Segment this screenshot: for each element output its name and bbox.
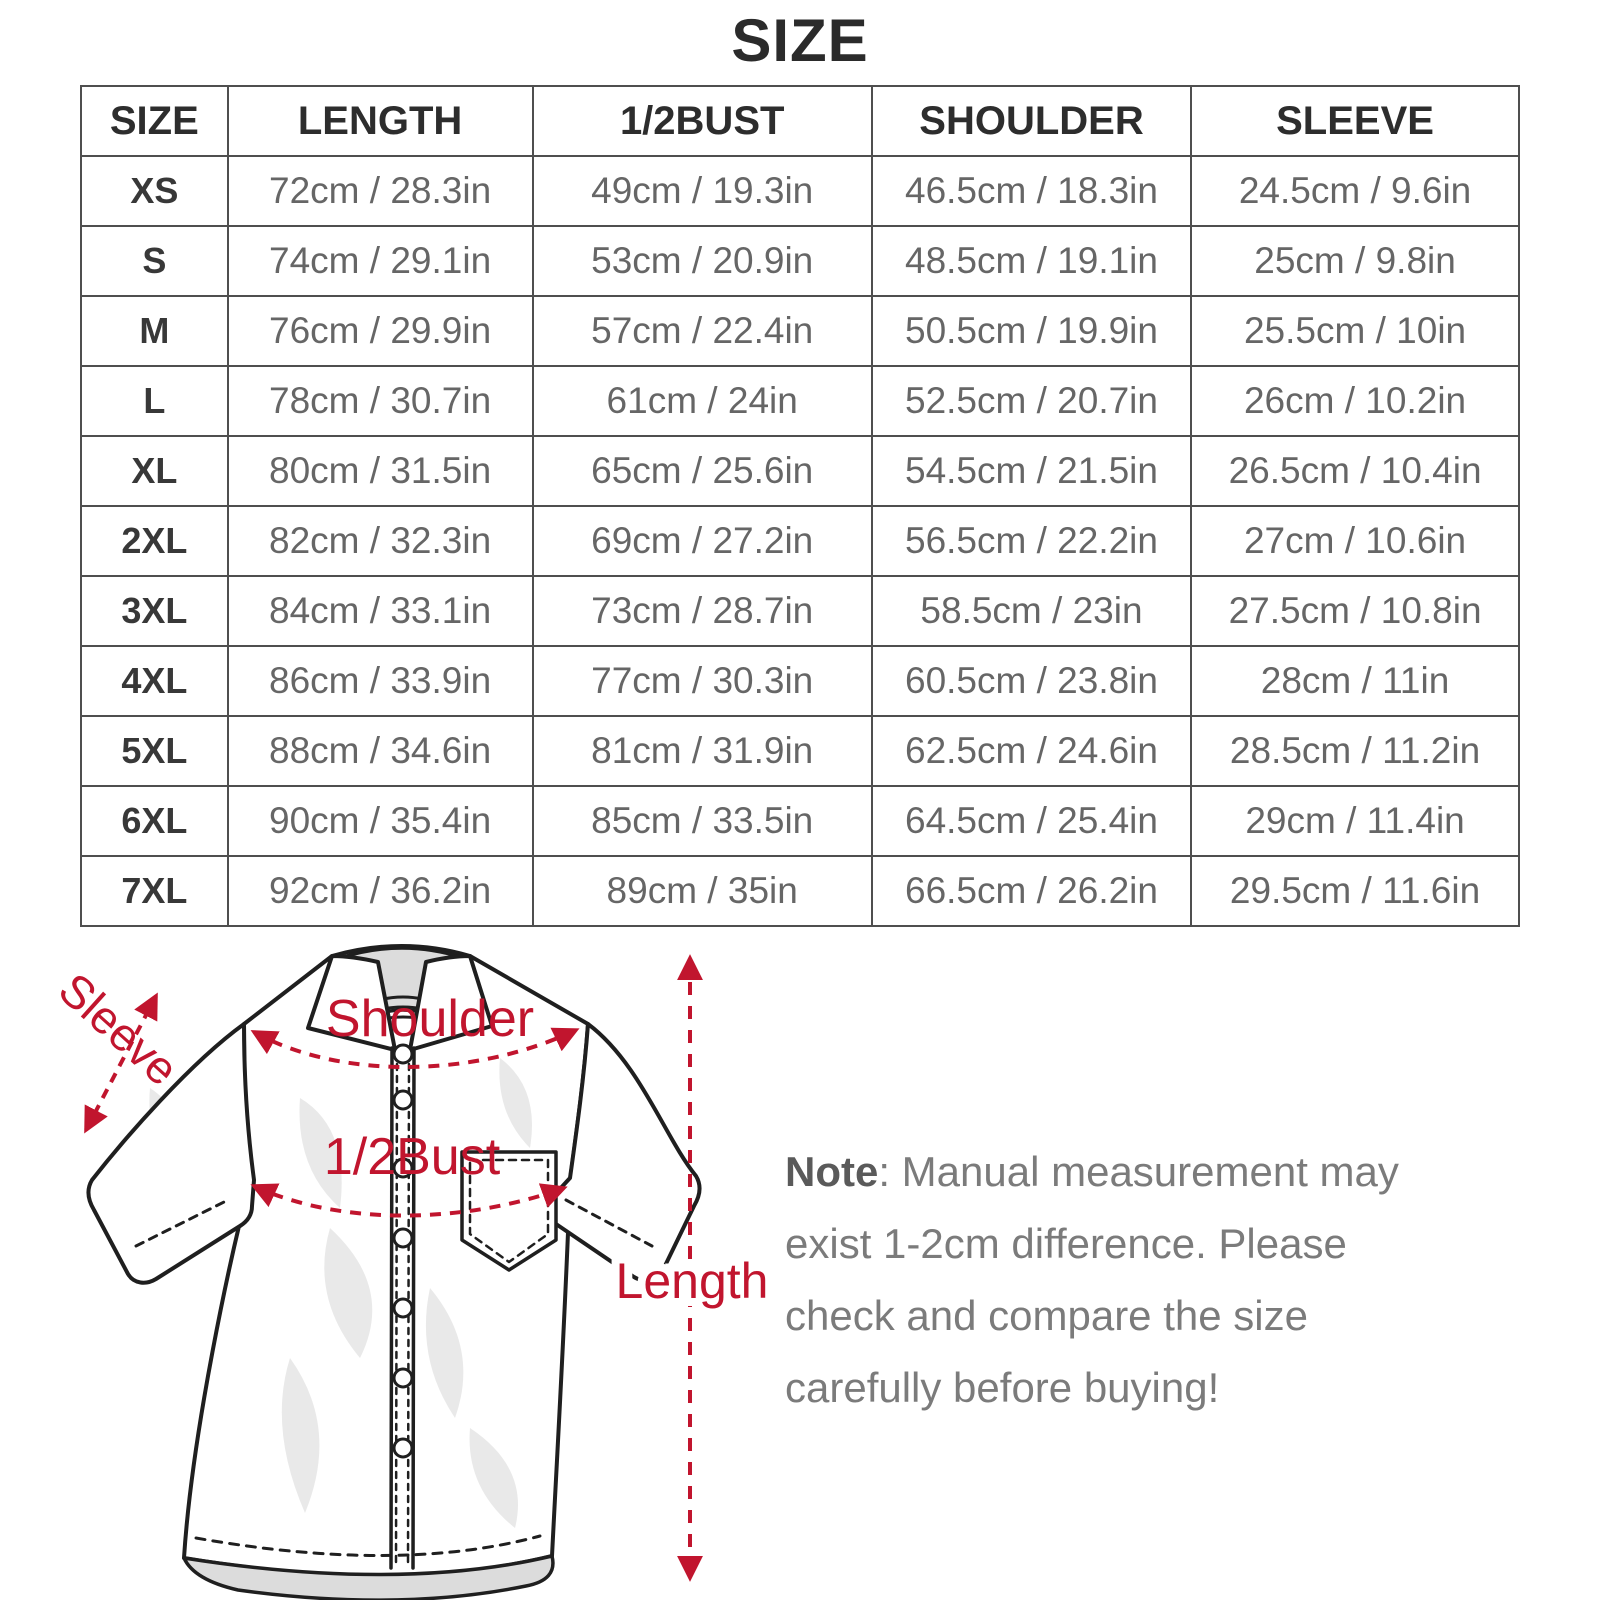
size-chart-table: SIZE LENGTH 1/2BUST SHOULDER SLEEVE XS 7… [80,85,1520,927]
length-label: Length [616,1253,769,1309]
cell-size: S [80,225,229,297]
header-sleeve: SLEEVE [1190,85,1520,157]
note-line: exist 1-2cm difference. Please [785,1220,1347,1267]
shirt-illustration [86,944,702,1600]
cell-shoulder: 58.5cm / 23in [870,575,1193,647]
cell-sleeve: 28.5cm / 11.2in [1190,715,1520,787]
table-row: 5XL 88cm / 34.6in 81cm / 31.9in 62.5cm /… [80,715,1520,787]
cell-length: 82cm / 32.3in [226,505,534,577]
header-shoulder: SHOULDER [870,85,1193,157]
cell-bust: 81cm / 31.9in [531,715,873,787]
cell-size: 6XL [80,785,229,857]
table-header-row: SIZE LENGTH 1/2BUST SHOULDER SLEEVE [80,85,1520,157]
cell-sleeve: 29.5cm / 11.6in [1190,855,1520,927]
cell-shoulder: 62.5cm / 24.6in [870,715,1193,787]
bust-arrow [250,1183,568,1218]
header-bust: 1/2BUST [531,85,873,157]
cell-size: XL [80,435,229,507]
cell-sleeve: 24.5cm / 9.6in [1190,155,1520,227]
table-row: XS 72cm / 28.3in 49cm / 19.3in 46.5cm / … [80,155,1520,227]
header-length: LENGTH [226,85,534,157]
cell-size: 7XL [80,855,229,927]
cell-length: 84cm / 33.1in [226,575,534,647]
cell-sleeve: 26.5cm / 10.4in [1190,435,1520,507]
cell-bust: 85cm / 33.5in [531,785,873,857]
cell-sleeve: 27cm / 10.6in [1190,505,1520,577]
cell-length: 86cm / 33.9in [226,645,534,717]
note-line: check and compare the size [785,1292,1308,1339]
cell-length: 74cm / 29.1in [226,225,534,297]
table-row: 3XL 84cm / 33.1in 73cm / 28.7in 58.5cm /… [80,575,1520,647]
table-row: S 74cm / 29.1in 53cm / 20.9in 48.5cm / 1… [80,225,1520,297]
cell-shoulder: 50.5cm / 19.9in [870,295,1193,367]
cell-bust: 61cm / 24in [531,365,873,437]
table-row: 7XL 92cm / 36.2in 89cm / 35in 66.5cm / 2… [80,855,1520,927]
cell-shoulder: 56.5cm / 22.2in [870,505,1193,577]
note-line: Note: Manual measurement may [785,1136,1485,1208]
cell-size: M [80,295,229,367]
cell-shoulder: 48.5cm / 19.1in [870,225,1193,297]
cell-length: 92cm / 36.2in [226,855,534,927]
cell-size: 4XL [80,645,229,717]
note-line: carefully before buying! [785,1364,1220,1411]
table-row: 2XL 82cm / 32.3in 69cm / 27.2in 56.5cm /… [80,505,1520,577]
cell-size: L [80,365,229,437]
cell-sleeve: 25.5cm / 10in [1190,295,1520,367]
cell-size: 2XL [80,505,229,577]
cell-shoulder: 64.5cm / 25.4in [870,785,1193,857]
cell-sleeve: 28cm / 11in [1190,645,1520,717]
cell-shoulder: 60.5cm / 23.8in [870,645,1193,717]
cell-bust: 77cm / 30.3in [531,645,873,717]
cell-sleeve: 27.5cm / 10.8in [1190,575,1520,647]
cell-bust: 73cm / 28.7in [531,575,873,647]
table-row: 4XL 86cm / 33.9in 77cm / 30.3in 60.5cm /… [80,645,1520,717]
cell-sleeve: 29cm / 11.4in [1190,785,1520,857]
cell-length: 76cm / 29.9in [226,295,534,367]
cell-shoulder: 54.5cm / 21.5in [870,435,1193,507]
cell-bust: 57cm / 22.4in [531,295,873,367]
header-size: SIZE [80,85,229,157]
table-row: L 78cm / 30.7in 61cm / 24in 52.5cm / 20.… [80,365,1520,437]
cell-sleeve: 26cm / 10.2in [1190,365,1520,437]
cell-size: XS [80,155,229,227]
sleeve-label: Sleeve [49,963,188,1096]
sleeve-arrow [84,992,158,1134]
cell-length: 72cm / 28.3in [226,155,534,227]
cell-size: 3XL [80,575,229,647]
cell-sleeve: 25cm / 9.8in [1190,225,1520,297]
page-title: SIZE [731,7,869,74]
note-line1-rest: : Manual measurement may [878,1148,1399,1195]
cell-shoulder: 66.5cm / 26.2in [870,855,1193,927]
bust-label: 1/2Bust [324,1128,501,1186]
shirt-measurement-diagram: Sleeve Shoulder 1/2Bust Length [49,944,776,1600]
cell-bust: 89cm / 35in [531,855,873,927]
cell-bust: 69cm / 27.2in [531,505,873,577]
cell-length: 88cm / 34.6in [226,715,534,787]
shoulder-arrow [250,1027,580,1069]
shoulder-label: Shoulder [326,990,534,1048]
note-text: Note: Manual measurement may exist 1-2cm… [785,1136,1485,1424]
table-row: XL 80cm / 31.5in 65cm / 25.6in 54.5cm / … [80,435,1520,507]
cell-length: 80cm / 31.5in [226,435,534,507]
cell-bust: 65cm / 25.6in [531,435,873,507]
cell-length: 90cm / 35.4in [226,785,534,857]
cell-bust: 49cm / 19.3in [531,155,873,227]
cell-length: 78cm / 30.7in [226,365,534,437]
cell-bust: 53cm / 20.9in [531,225,873,297]
cell-shoulder: 52.5cm / 20.7in [870,365,1193,437]
cell-size: 5XL [80,715,229,787]
table-row: 6XL 90cm / 35.4in 85cm / 33.5in 64.5cm /… [80,785,1520,857]
table-row: M 76cm / 29.9in 57cm / 22.4in 50.5cm / 1… [80,295,1520,367]
note-label: Note [785,1148,879,1195]
cell-shoulder: 46.5cm / 18.3in [870,155,1193,227]
